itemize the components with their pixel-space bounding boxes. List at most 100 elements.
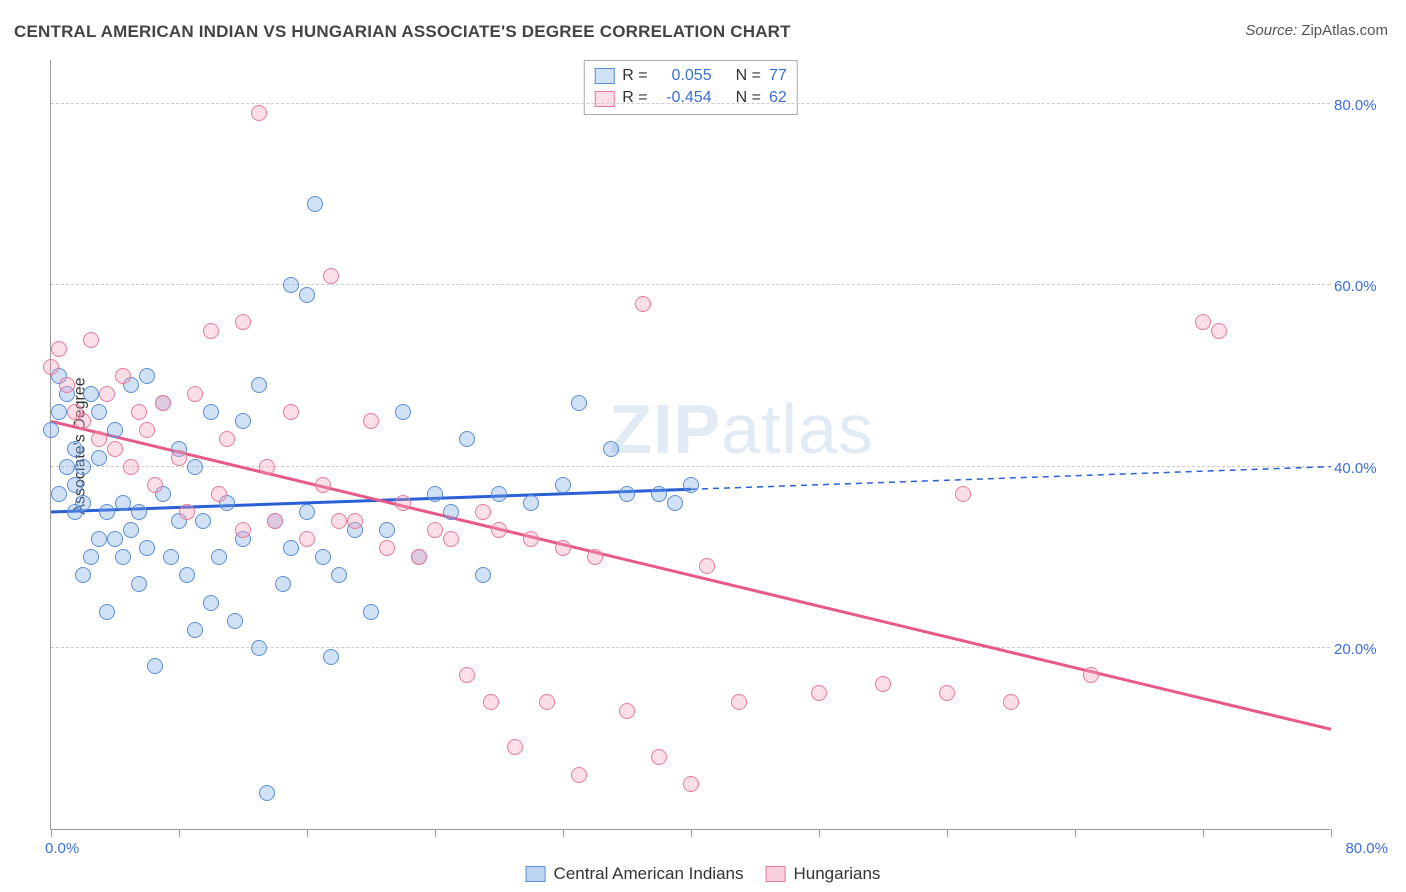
scatter-point <box>379 540 395 556</box>
scatter-point <box>67 477 83 493</box>
scatter-point <box>91 450 107 466</box>
scatter-point <box>459 431 475 447</box>
scatter-point <box>363 604 379 620</box>
scatter-point <box>475 504 491 520</box>
scatter-point <box>147 658 163 674</box>
scatter-point <box>667 495 683 511</box>
trend-line <box>51 489 691 512</box>
scatter-point <box>115 549 131 565</box>
scatter-point <box>179 567 195 583</box>
scatter-point <box>163 549 179 565</box>
chart-title: CENTRAL AMERICAN INDIAN VS HUNGARIAN ASS… <box>14 22 791 42</box>
scatter-point <box>123 459 139 475</box>
scatter-point <box>259 459 275 475</box>
scatter-point <box>267 513 283 529</box>
scatter-point <box>315 477 331 493</box>
scatter-point <box>1003 694 1019 710</box>
x-tick-label: 80.0% <box>1345 840 1388 857</box>
scatter-point <box>1083 667 1099 683</box>
source-credit: Source: ZipAtlas.com <box>1245 22 1388 39</box>
x-tick <box>819 829 820 837</box>
scatter-point <box>187 459 203 475</box>
scatter-point <box>475 567 491 583</box>
scatter-point <box>251 377 267 393</box>
scatter-point <box>131 504 147 520</box>
scatter-point <box>75 459 91 475</box>
scatter-point <box>179 504 195 520</box>
scatter-point <box>211 549 227 565</box>
scatter-point <box>83 549 99 565</box>
scatter-point <box>251 105 267 121</box>
scatter-point <box>427 486 443 502</box>
scatter-point <box>331 567 347 583</box>
chart-area: ZIPatlas R =0.055N =77R =-0.454N =62 20.… <box>50 60 1390 830</box>
scatter-point <box>107 422 123 438</box>
scatter-point <box>299 531 315 547</box>
x-tick <box>435 829 436 837</box>
scatter-point <box>187 622 203 638</box>
scatter-point <box>875 676 891 692</box>
source-value: ZipAtlas.com <box>1301 22 1388 39</box>
scatter-point <box>635 296 651 312</box>
scatter-point <box>155 395 171 411</box>
scatter-point <box>91 531 107 547</box>
scatter-point <box>75 413 91 429</box>
source-label: Source: <box>1245 22 1297 39</box>
y-tick-label: 20.0% <box>1334 641 1392 658</box>
scatter-point <box>83 332 99 348</box>
scatter-point <box>587 549 603 565</box>
legend-swatch <box>765 866 785 882</box>
scatter-point <box>43 422 59 438</box>
scatter-point <box>91 404 107 420</box>
bottom-legend: Central American Indians Hungarians <box>526 864 881 884</box>
scatter-point <box>99 386 115 402</box>
scatter-point <box>571 395 587 411</box>
scatter-point <box>523 495 539 511</box>
scatter-point <box>347 513 363 529</box>
scatter-point <box>187 386 203 402</box>
legend-item: Central American Indians <box>526 864 744 884</box>
scatter-point <box>203 323 219 339</box>
scatter-point <box>259 785 275 801</box>
scatter-point <box>227 613 243 629</box>
scatter-point <box>443 531 459 547</box>
scatter-point <box>323 268 339 284</box>
legend-swatch <box>526 866 546 882</box>
scatter-point <box>395 404 411 420</box>
scatter-point <box>235 413 251 429</box>
legend-label: Central American Indians <box>554 864 744 884</box>
scatter-point <box>939 685 955 701</box>
scatter-point <box>147 477 163 493</box>
scatter-point <box>203 595 219 611</box>
scatter-point <box>491 522 507 538</box>
scatter-point <box>651 486 667 502</box>
scatter-point <box>75 567 91 583</box>
scatter-point <box>275 576 291 592</box>
scatter-point <box>619 703 635 719</box>
scatter-point <box>811 685 827 701</box>
scatter-point <box>955 486 971 502</box>
legend-label: Hungarians <box>793 864 880 884</box>
scatter-point <box>43 359 59 375</box>
x-tick <box>1203 829 1204 837</box>
scatter-point <box>211 486 227 502</box>
scatter-point <box>459 667 475 683</box>
scatter-point <box>411 549 427 565</box>
scatter-point <box>51 404 67 420</box>
trend-lines-layer <box>51 59 1331 829</box>
scatter-point <box>539 694 555 710</box>
scatter-point <box>59 459 75 475</box>
scatter-point <box>379 522 395 538</box>
scatter-point <box>571 767 587 783</box>
plot-region: ZIPatlas R =0.055N =77R =-0.454N =62 20.… <box>50 60 1330 830</box>
scatter-point <box>427 522 443 538</box>
scatter-point <box>123 522 139 538</box>
scatter-point <box>555 540 571 556</box>
scatter-point <box>75 495 91 511</box>
scatter-point <box>139 368 155 384</box>
scatter-point <box>683 776 699 792</box>
scatter-point <box>651 749 667 765</box>
scatter-point <box>139 540 155 556</box>
legend-item: Hungarians <box>765 864 880 884</box>
scatter-point <box>99 504 115 520</box>
